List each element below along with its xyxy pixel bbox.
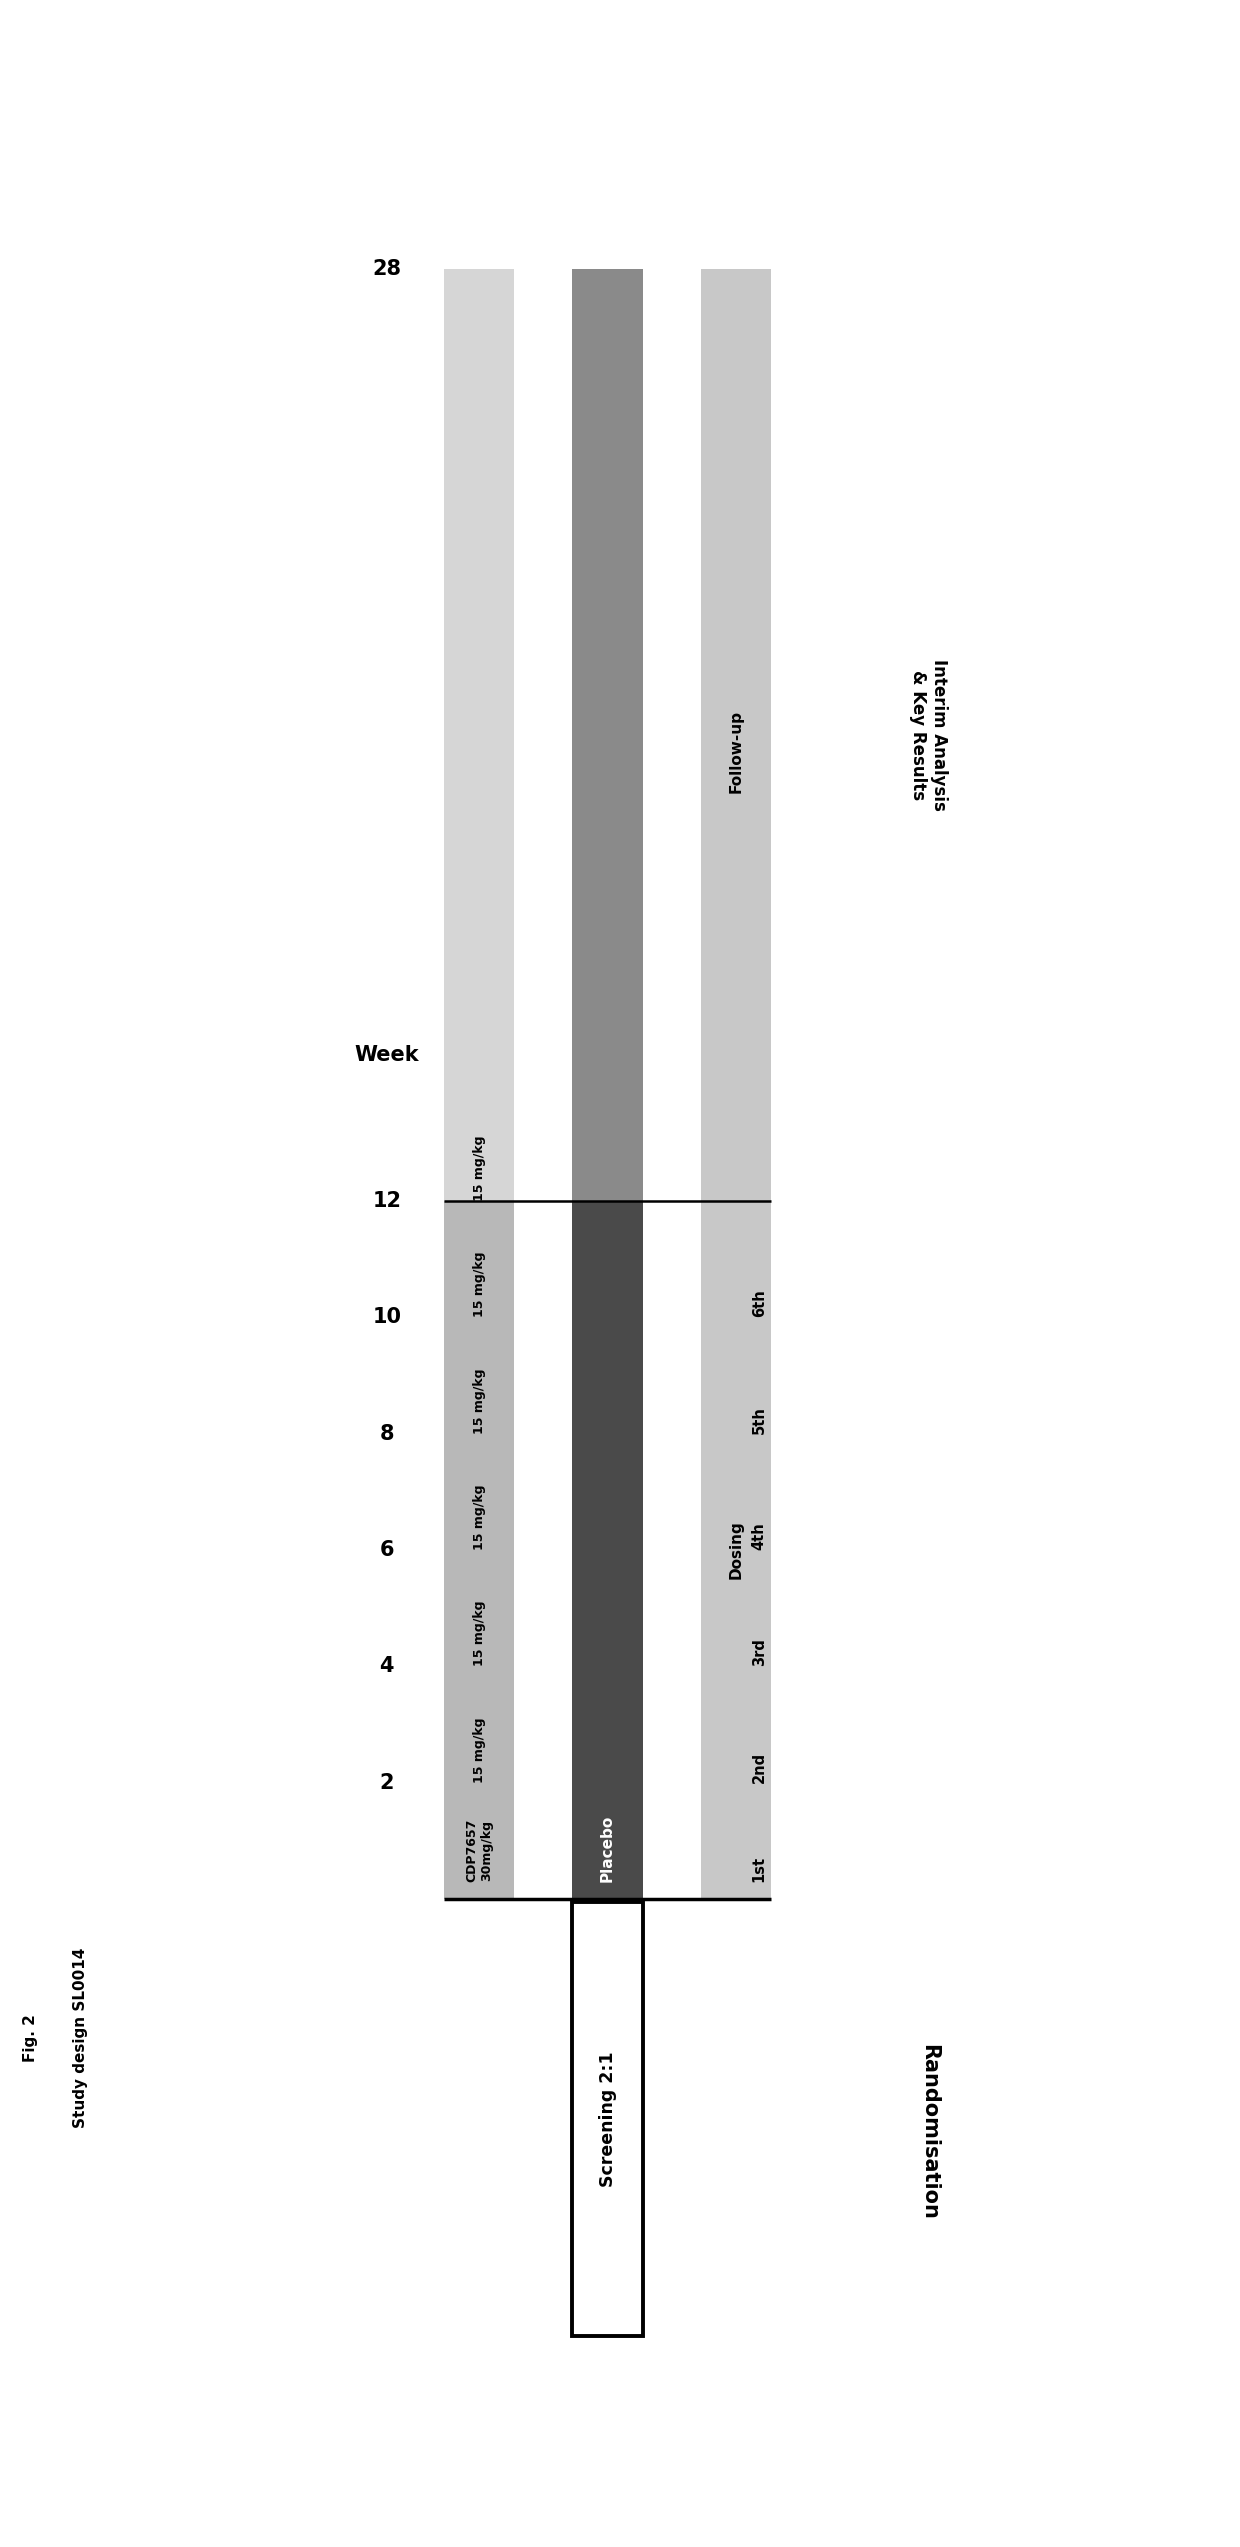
Text: 3rd: 3rd — [751, 1638, 766, 1666]
Text: 15 mg/kg: 15 mg/kg — [472, 1368, 486, 1434]
Text: 4: 4 — [379, 1656, 394, 1676]
Bar — [444, 270, 515, 1200]
Text: Dosing: Dosing — [729, 1521, 744, 1579]
Text: 15 mg/kg: 15 mg/kg — [472, 1136, 486, 1200]
Text: 15 mg/kg: 15 mg/kg — [472, 1602, 486, 1666]
Text: 8: 8 — [379, 1424, 394, 1444]
Text: 4th: 4th — [751, 1523, 766, 1551]
Text: 6th: 6th — [751, 1289, 766, 1317]
Text: CDP7657
30mg/kg: CDP7657 30mg/kg — [465, 1819, 494, 1882]
Text: 28: 28 — [372, 260, 402, 280]
Text: Randomisation: Randomisation — [919, 2045, 939, 2221]
Text: Week: Week — [355, 1044, 419, 1065]
Text: 15 mg/kg: 15 mg/kg — [472, 1717, 486, 1783]
Text: Study design SL0014: Study design SL0014 — [73, 1948, 88, 2127]
Bar — [701, 270, 771, 1900]
Text: Follow-up: Follow-up — [729, 711, 744, 792]
Text: Interim Analysis
& Key Results: Interim Analysis & Key Results — [909, 660, 949, 810]
Bar — [573, 1903, 642, 2336]
Text: 15 mg/kg: 15 mg/kg — [472, 1251, 486, 1317]
Bar — [573, 1200, 642, 1900]
Text: Screening 2:1: Screening 2:1 — [599, 2050, 616, 2188]
Text: 2nd: 2nd — [751, 1752, 766, 1783]
Bar — [444, 1200, 515, 1900]
Text: 1st: 1st — [751, 1857, 766, 1882]
Text: 10: 10 — [372, 1307, 402, 1327]
Text: 2: 2 — [379, 1773, 394, 1793]
Text: 12: 12 — [372, 1192, 402, 1210]
Text: 6: 6 — [379, 1541, 394, 1559]
Text: Placebo: Placebo — [600, 1813, 615, 1882]
Text: 5th: 5th — [751, 1406, 766, 1434]
Bar — [573, 270, 642, 1200]
Text: Fig. 2: Fig. 2 — [24, 2015, 38, 2061]
Text: 15 mg/kg: 15 mg/kg — [472, 1485, 486, 1551]
